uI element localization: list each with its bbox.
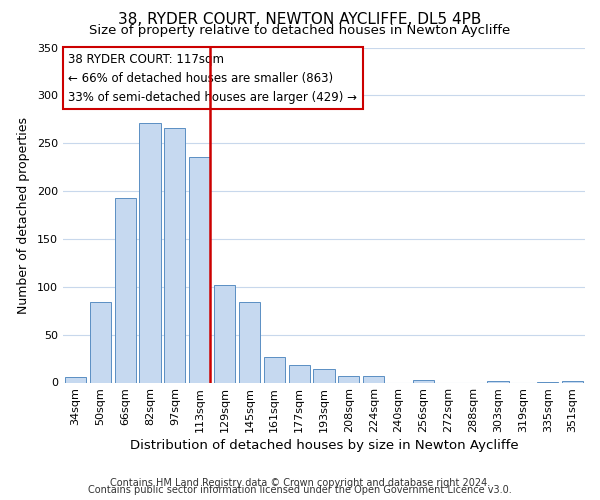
Y-axis label: Number of detached properties: Number of detached properties: [17, 116, 30, 314]
Bar: [289, 366, 310, 382]
X-axis label: Distribution of detached houses by size in Newton Aycliffe: Distribution of detached houses by size …: [130, 440, 518, 452]
Bar: [264, 356, 285, 382]
Bar: [413, 380, 434, 382]
Bar: [239, 302, 260, 382]
Bar: [139, 123, 161, 382]
Bar: [189, 156, 210, 382]
Text: 38 RYDER COURT: 117sqm
← 66% of detached houses are smaller (863)
33% of semi-de: 38 RYDER COURT: 117sqm ← 66% of detached…: [68, 52, 357, 104]
Text: Contains HM Land Registry data © Crown copyright and database right 2024.: Contains HM Land Registry data © Crown c…: [110, 478, 490, 488]
Bar: [562, 380, 583, 382]
Bar: [313, 369, 335, 382]
Text: 38, RYDER COURT, NEWTON AYCLIFFE, DL5 4PB: 38, RYDER COURT, NEWTON AYCLIFFE, DL5 4P…: [118, 12, 482, 28]
Text: Contains public sector information licensed under the Open Government Licence v3: Contains public sector information licen…: [88, 485, 512, 495]
Bar: [487, 380, 509, 382]
Bar: [214, 285, 235, 382]
Bar: [115, 198, 136, 382]
Bar: [65, 377, 86, 382]
Bar: [164, 128, 185, 382]
Text: Size of property relative to detached houses in Newton Aycliffe: Size of property relative to detached ho…: [89, 24, 511, 37]
Bar: [338, 376, 359, 382]
Bar: [363, 376, 384, 382]
Bar: [90, 302, 111, 382]
